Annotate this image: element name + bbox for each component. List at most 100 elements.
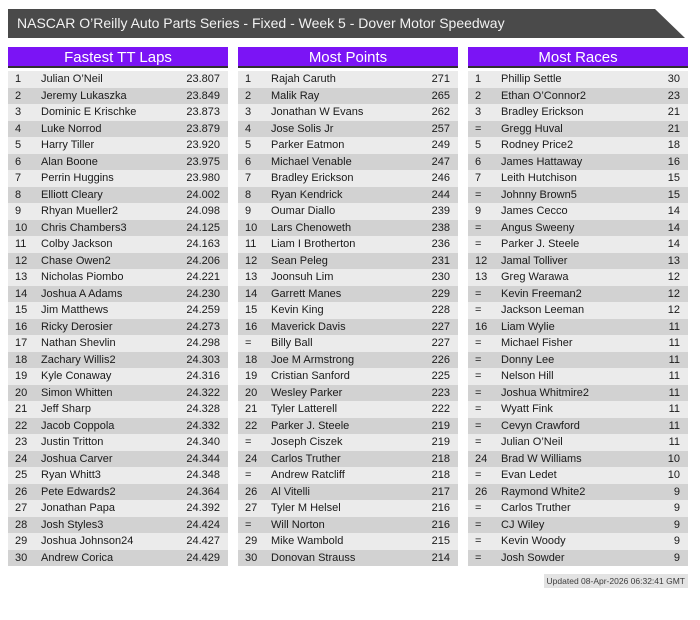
driver-name-cell: Jonathan W Evans [271, 106, 364, 119]
value-cell: 14 [667, 205, 680, 218]
rank-cell: 26 [15, 485, 28, 498]
value-cell: 24.392 [186, 502, 220, 515]
rank-cell: 26 [245, 485, 258, 498]
value-cell: 257 [431, 122, 450, 135]
table-row: 1 Rajah Caruth 271 [238, 71, 458, 88]
rank-cell: 19 [15, 370, 28, 383]
rank-cell: 14 [15, 287, 28, 300]
rank-cell: 10 [15, 221, 28, 234]
value-cell: 11 [668, 419, 680, 432]
table-row: = Angus Sweeny 14 [468, 219, 688, 236]
rank-cell: 3 [475, 106, 482, 119]
driver-name-cell: Parker J. Steele [501, 238, 580, 251]
value-cell: 214 [431, 551, 450, 564]
driver-name-cell: Jamal Tolliver [501, 254, 568, 267]
value-cell: 23.873 [186, 106, 220, 119]
table-row: 16 Maverick Davis 227 [238, 318, 458, 335]
driver-name-cell: Lars Chenoweth [271, 221, 352, 234]
rank-cell: 3 [245, 106, 252, 119]
value-cell: 13 [667, 254, 680, 267]
table-row: 22 Jacob Coppola 24.332 [8, 417, 228, 434]
driver-name-cell: Josh Styles3 [41, 518, 104, 531]
rank-cell: = [245, 436, 252, 449]
table-row: 11 Colby Jackson 24.163 [8, 236, 228, 253]
table-row: 3 Bradley Erickson 21 [468, 104, 688, 121]
value-cell: 218 [431, 452, 450, 465]
value-cell: 24.364 [186, 485, 220, 498]
driver-name-cell: Jonathan Papa [41, 502, 116, 515]
value-cell: 218 [431, 469, 450, 482]
value-cell: 11 [668, 403, 680, 416]
driver-name-cell: Tyler M Helsel [271, 502, 341, 515]
table-row: 1 Phillip Settle 30 [468, 71, 688, 88]
rank-cell: 16 [15, 320, 28, 333]
driver-name-cell: Oumar Diallo [271, 205, 336, 218]
rank-cell: 17 [15, 337, 28, 350]
rank-cell: = [475, 370, 482, 383]
table-row: 27 Tyler M Helsel 216 [238, 500, 458, 517]
table-row: = Donny Lee 11 [468, 351, 688, 368]
rank-cell: 13 [475, 271, 488, 284]
driver-name-cell: Billy Ball [271, 337, 313, 350]
value-cell: 24.344 [186, 452, 220, 465]
value-cell: 18 [667, 139, 680, 152]
value-cell: 229 [431, 287, 450, 300]
value-cell: 228 [431, 304, 450, 317]
table-row: = Evan Ledet 10 [468, 467, 688, 484]
value-cell: 246 [431, 172, 450, 185]
table-row: 26 Pete Edwards2 24.364 [8, 483, 228, 500]
driver-name-cell: Liam Wylie [501, 320, 555, 333]
table-row: 10 Lars Chenoweth 238 [238, 219, 458, 236]
leaderboard-table: Most Races 1 Phillip Settle 30 2 Ethan O’Con… [468, 47, 688, 566]
driver-name-cell: Brad W Williams [501, 452, 582, 465]
driver-name-cell: Donovan Strauss [271, 551, 356, 564]
driver-name-cell: Julian O’Neil [41, 73, 103, 86]
table-row: 24 Joshua Carver 24.344 [8, 450, 228, 467]
driver-name-cell: Gregg Huval [501, 122, 563, 135]
driver-name-cell: Nicholas Piombo [41, 271, 124, 284]
value-cell: 249 [431, 139, 450, 152]
rank-cell: = [475, 386, 482, 399]
table-row: 14 Garrett Manes 229 [238, 285, 458, 302]
rank-cell: 27 [15, 502, 28, 515]
driver-name-cell: Chase Owen2 [41, 254, 111, 267]
table-row: 10 Chris Chambers3 24.125 [8, 219, 228, 236]
driver-name-cell: Alan Boone [41, 155, 98, 168]
rank-cell: = [475, 353, 482, 366]
table-row: 18 Zachary Willis2 24.303 [8, 351, 228, 368]
rank-cell: 2 [245, 89, 252, 102]
table-row: 12 Chase Owen2 24.206 [8, 252, 228, 269]
table-row: = Parker J. Steele 14 [468, 236, 688, 253]
value-cell: 11 [668, 386, 680, 399]
value-cell: 24.273 [186, 320, 220, 333]
rank-cell: 7 [475, 172, 482, 185]
table-row: = Wyatt Fink 11 [468, 401, 688, 418]
value-cell: 9 [673, 502, 680, 515]
value-cell: 223 [431, 386, 450, 399]
driver-name-cell: Ryan Kendrick [271, 188, 343, 201]
table-row: 6 Michael Venable 247 [238, 153, 458, 170]
driver-name-cell: Evan Ledet [501, 469, 557, 482]
rank-cell: 18 [245, 353, 258, 366]
value-cell: 24.125 [186, 221, 220, 234]
table-row: 5 Parker Eatmon 249 [238, 137, 458, 154]
rank-cell: 9 [475, 205, 482, 218]
value-cell: 262 [431, 106, 450, 119]
driver-name-cell: Joe M Armstrong [271, 353, 355, 366]
driver-name-cell: Julian O’Neil [501, 436, 563, 449]
driver-name-cell: Simon Whitten [41, 386, 113, 399]
driver-name-cell: Justin Tritton [41, 436, 104, 449]
value-cell: 23.807 [186, 73, 220, 86]
rank-cell: 11 [15, 238, 27, 251]
table-row: 7 Leith Hutchison 15 [468, 170, 688, 187]
table-row: 9 Rhyan Mueller2 24.098 [8, 203, 228, 220]
value-cell: 227 [431, 337, 450, 350]
rank-cell: 7 [245, 172, 252, 185]
rank-cell: 7 [15, 172, 22, 185]
driver-name-cell: Jackson Leeman [501, 304, 585, 317]
rank-cell: = [475, 221, 482, 234]
table-row: 21 Tyler Latterell 222 [238, 401, 458, 418]
driver-name-cell: Raymond White2 [501, 485, 586, 498]
table-row: 16 Liam Wylie 11 [468, 318, 688, 335]
rank-cell: 24 [475, 452, 488, 465]
